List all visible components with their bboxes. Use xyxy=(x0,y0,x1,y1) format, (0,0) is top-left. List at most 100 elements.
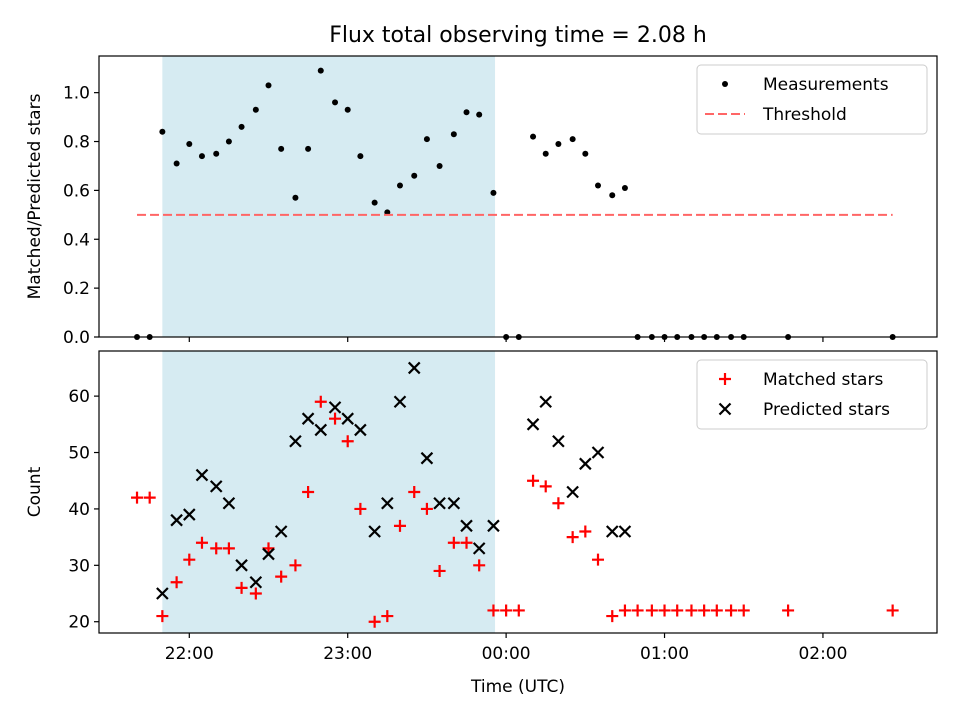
data-point xyxy=(305,145,312,152)
y-tick-label: 0.8 xyxy=(63,133,90,153)
legend-box xyxy=(696,64,928,135)
data-point xyxy=(685,604,698,617)
data-point xyxy=(433,497,446,510)
data-point xyxy=(274,525,288,538)
data-point xyxy=(170,513,183,527)
series-matched-stars xyxy=(131,395,899,628)
data-point xyxy=(566,485,579,499)
series-predicted-stars xyxy=(156,361,632,600)
data-point xyxy=(210,542,223,555)
y-axis-label: Count xyxy=(25,466,45,517)
data-point xyxy=(289,559,302,572)
legend: Matched stars Predicted stars xyxy=(696,359,928,430)
data-point xyxy=(698,604,711,617)
data-point xyxy=(381,497,394,510)
data-point xyxy=(213,150,220,157)
data-point xyxy=(886,604,899,617)
data-point xyxy=(447,497,461,510)
data-point xyxy=(618,525,632,538)
data-point xyxy=(552,497,565,510)
data-point xyxy=(195,468,209,482)
data-point xyxy=(156,610,169,623)
legend-dot-swatch xyxy=(722,81,728,87)
y-tick-label: 1.0 xyxy=(63,84,90,104)
data-point xyxy=(396,182,403,189)
data-point xyxy=(186,140,193,147)
data-point xyxy=(539,480,552,493)
data-point xyxy=(579,525,592,538)
data-point xyxy=(292,194,299,201)
data-point xyxy=(173,160,180,167)
data-point xyxy=(782,604,795,617)
data-point xyxy=(235,581,248,594)
data-point xyxy=(420,502,433,515)
data-point xyxy=(609,192,616,199)
data-point xyxy=(490,189,497,196)
data-point xyxy=(393,395,407,409)
x-tick-label: 22:00 xyxy=(165,644,214,664)
x-axis-label: Time (UTC) xyxy=(470,677,565,697)
data-point xyxy=(344,106,351,113)
data-point xyxy=(500,604,513,617)
data-point xyxy=(301,412,315,425)
data-point xyxy=(605,525,619,538)
legend-plus-swatch xyxy=(719,373,731,385)
series-measurements xyxy=(134,67,896,340)
chart-title: Flux total observing time = 2.08 h xyxy=(329,23,707,48)
data-point xyxy=(552,434,565,448)
data-point xyxy=(393,519,406,532)
data-point xyxy=(542,150,549,157)
data-point xyxy=(252,106,259,113)
data-point xyxy=(289,434,302,448)
y-tick-label: 40 xyxy=(68,500,90,520)
data-point xyxy=(265,82,272,89)
y-tick-label: 0.6 xyxy=(63,181,90,201)
data-point xyxy=(278,145,285,152)
data-point xyxy=(530,133,537,140)
legend: Measurements Threshold xyxy=(696,64,928,135)
data-point xyxy=(539,395,552,409)
data-point xyxy=(170,576,183,589)
legend-box xyxy=(696,359,928,430)
data-point xyxy=(591,446,605,459)
data-point xyxy=(433,564,446,577)
data-point xyxy=(566,531,579,544)
data-point xyxy=(381,610,394,623)
data-point xyxy=(631,604,644,617)
data-point xyxy=(407,361,421,375)
data-point xyxy=(594,182,601,189)
data-point xyxy=(341,412,354,425)
data-point xyxy=(621,184,628,191)
legend-label: Predicted stars xyxy=(763,400,890,420)
data-point xyxy=(354,502,367,515)
data-point xyxy=(579,457,592,471)
y-tick-label: 50 xyxy=(68,444,90,464)
data-point xyxy=(645,604,658,617)
data-point xyxy=(658,604,671,617)
x-tick-label: 23:00 xyxy=(323,644,372,664)
data-point xyxy=(555,140,562,147)
data-point xyxy=(222,497,236,510)
data-point xyxy=(411,172,418,179)
observing-span xyxy=(162,56,496,337)
plot-frame xyxy=(98,350,938,634)
data-point xyxy=(302,486,315,498)
legend-label: Matched stars xyxy=(763,370,883,390)
data-point xyxy=(317,67,324,74)
data-point xyxy=(183,508,196,521)
data-point xyxy=(225,138,232,145)
data-point xyxy=(332,99,339,106)
data-point xyxy=(512,604,525,617)
data-point xyxy=(487,604,500,617)
data-point xyxy=(262,542,275,555)
data-point xyxy=(408,486,421,498)
data-point xyxy=(198,153,205,160)
data-point xyxy=(183,553,196,566)
data-point xyxy=(487,519,500,533)
y-tick-label: 30 xyxy=(68,556,90,576)
data-point xyxy=(606,610,619,623)
x-tick-label: 02:00 xyxy=(798,644,847,664)
data-point xyxy=(460,519,473,533)
data-point xyxy=(235,559,248,572)
data-point xyxy=(527,474,540,487)
